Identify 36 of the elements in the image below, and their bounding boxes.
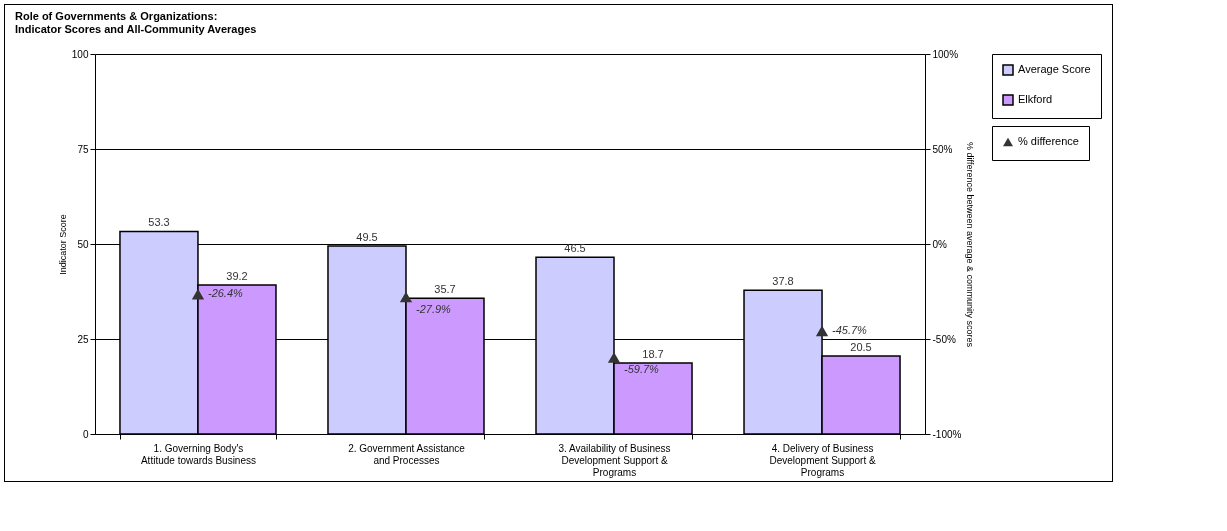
y2-tick-label: 100% xyxy=(932,48,959,60)
point xyxy=(607,352,621,363)
data-label: -27.9% xyxy=(415,303,452,316)
data-label: 46.5 xyxy=(564,242,586,255)
data-label: 49.5 xyxy=(356,230,378,243)
data-label: 53.3 xyxy=(148,216,170,229)
data-label: 37.8 xyxy=(772,275,794,288)
data-label: -26.4% xyxy=(207,287,244,300)
x-tick-label: 4. Delivery of Business Development Support & Programs xyxy=(769,442,876,478)
point xyxy=(815,325,829,337)
y-tick-label: 25 xyxy=(77,333,89,345)
y-tick-label: 100 xyxy=(71,48,89,60)
x-tick-label: 1. Governing Body's Attitude towards Business xyxy=(140,442,256,466)
y2-axis-title: % difference between average & community scores xyxy=(965,142,976,348)
x-tick-label: 3. Availability of Business Development Support & Programs xyxy=(558,442,671,478)
y-axis-title: Indicator Score xyxy=(57,214,68,275)
legend-label: Average Score xyxy=(1018,63,1091,75)
data-label: -45.7% xyxy=(832,323,868,336)
y-tick-label: 0 xyxy=(82,428,89,440)
data-label: -59.7% xyxy=(624,363,660,376)
legend-label: % difference xyxy=(1018,135,1079,147)
x-tick-label: 2. Government Assistance and Processes xyxy=(348,442,466,466)
y2-tick-label: 0% xyxy=(932,238,948,250)
data-label: 18.7 xyxy=(642,347,664,360)
data-label: 39.2 xyxy=(226,270,248,283)
y2-tick-label: -50% xyxy=(932,333,956,345)
chart-title: Role of Governments & Organizations: Indicator Scores and All-Community Averages xyxy=(15,10,257,35)
y2-tick-label: 50% xyxy=(932,143,953,155)
point xyxy=(191,288,205,300)
y-tick-label: 75 xyxy=(77,143,89,155)
point xyxy=(399,291,413,303)
data-label: 20.5 xyxy=(850,341,872,354)
y-tick-label: 50 xyxy=(77,238,89,250)
data-label: 35.7 xyxy=(434,283,456,296)
y2-tick-label: -100% xyxy=(932,428,962,440)
legend-label: Elkford xyxy=(1018,93,1053,105)
